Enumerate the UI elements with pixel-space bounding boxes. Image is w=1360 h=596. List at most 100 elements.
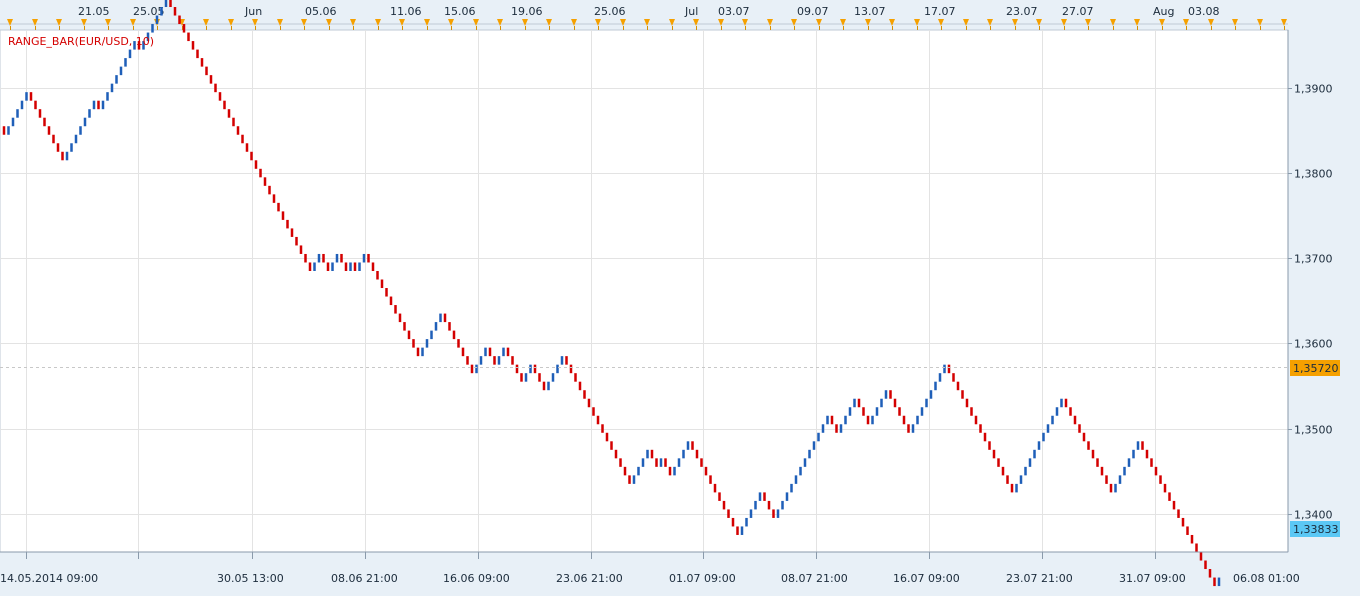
event-marker-icon[interactable] (1110, 19, 1116, 26)
event-marker-icon[interactable] (644, 19, 650, 26)
price-axis[interactable]: 1,3900 1,3800 1,3700 1,3600 1,3500 1,3400 (1287, 30, 1333, 552)
event-marker-icon[interactable] (130, 19, 136, 26)
event-marker-icon[interactable] (1036, 19, 1042, 26)
event-marker-icon[interactable] (1159, 19, 1165, 26)
event-marker-icon[interactable] (1061, 19, 1067, 26)
event-marker-icon[interactable] (350, 19, 356, 26)
event-marker-icon[interactable] (889, 19, 895, 26)
down-range-bar (965, 398, 969, 408)
event-marker-icon[interactable] (865, 19, 871, 26)
up-range-bar (875, 407, 879, 416)
down-range-bar (191, 41, 195, 50)
event-marker-icon[interactable] (571, 19, 577, 26)
event-marker-icon[interactable] (595, 19, 601, 26)
event-marker-icon[interactable] (816, 19, 822, 26)
event-marker-icon[interactable] (81, 19, 87, 26)
event-marker-icon[interactable] (473, 19, 479, 26)
up-range-bar (524, 373, 528, 382)
event-marker-icon[interactable] (1085, 19, 1091, 26)
event-marker-icon[interactable] (203, 19, 209, 26)
up-range-bar (911, 424, 915, 433)
event-marker-icon[interactable] (1281, 19, 1287, 26)
event-marker-icon[interactable] (1183, 19, 1189, 26)
event-marker-icon[interactable] (546, 19, 552, 26)
up-range-bar (943, 364, 946, 374)
event-marker-icon[interactable] (1257, 19, 1263, 26)
event-marker-icon[interactable] (228, 19, 234, 26)
down-range-bar (767, 500, 771, 510)
up-range-bar (358, 262, 361, 271)
event-marker-icon[interactable] (963, 19, 969, 26)
up-range-bar (560, 356, 564, 365)
up-range-bar (70, 143, 73, 152)
down-range-bar (281, 211, 285, 220)
event-marker-icon[interactable] (399, 19, 405, 26)
up-range-bar (1114, 483, 1117, 493)
down-range-bar (704, 466, 708, 476)
down-range-bar (416, 347, 420, 357)
event-marker-icon[interactable] (1208, 19, 1214, 26)
event-marker-icon[interactable] (742, 19, 748, 26)
event-marker-icon[interactable] (1134, 19, 1140, 26)
event-marker-icon[interactable] (277, 19, 283, 26)
down-range-bar (835, 424, 838, 433)
time-tick-label: 16.07 09:00 (893, 572, 960, 585)
event-marker-icon[interactable] (32, 19, 38, 26)
bottom-date-axis[interactable]: 14.05.2014 09:00 30.05 13:00 08.06 21:00 16… (0, 551, 1300, 585)
event-marker-icon[interactable] (914, 19, 920, 26)
down-range-bar (857, 398, 861, 408)
down-range-bar (412, 339, 415, 348)
up-range-bar (1042, 432, 1045, 442)
plot-area[interactable] (0, 29, 1289, 553)
top-date-label: 27.07 (1062, 5, 1094, 18)
event-marker-icon[interactable] (448, 19, 454, 26)
event-marker-icon[interactable] (987, 19, 993, 26)
time-tick-label: 23.06 21:00 (556, 572, 623, 585)
event-marker-icon[interactable] (105, 19, 111, 26)
event-marker-icon[interactable] (718, 19, 724, 26)
up-range-bar (785, 492, 789, 501)
event-marker-icon[interactable] (791, 19, 797, 26)
event-marker-icon[interactable] (620, 19, 626, 26)
down-range-bar (322, 253, 325, 263)
event-marker-icon[interactable] (326, 19, 332, 26)
event-marker-icon[interactable] (767, 19, 773, 26)
down-range-bar (34, 100, 37, 110)
event-marker-icon[interactable] (1012, 19, 1018, 26)
event-markers[interactable] (7, 19, 1287, 30)
event-marker-icon[interactable] (669, 19, 675, 26)
up-range-bar (479, 356, 483, 365)
up-range-bar (1127, 458, 1131, 467)
down-range-bar (398, 313, 402, 323)
event-marker-icon[interactable] (252, 19, 258, 26)
down-range-bar (385, 288, 388, 297)
down-range-bar (407, 330, 411, 340)
event-marker-icon[interactable] (7, 19, 13, 26)
event-marker-icon[interactable] (424, 19, 430, 26)
event-marker-icon[interactable] (56, 19, 62, 26)
time-tick-label: 14.05.2014 09:00 (0, 572, 98, 585)
down-range-bar (596, 415, 600, 425)
down-range-bar (1069, 407, 1072, 416)
down-range-bar (209, 75, 213, 84)
event-marker-icon[interactable] (1232, 19, 1238, 26)
down-range-bar (250, 151, 253, 161)
up-range-bar (133, 41, 136, 50)
down-range-bar (893, 398, 897, 408)
event-marker-icon[interactable] (693, 19, 699, 26)
down-range-bar (1109, 483, 1113, 493)
down-range-bar (979, 424, 982, 433)
up-range-bar (1033, 449, 1036, 459)
up-range-bar (920, 407, 924, 416)
event-marker-icon[interactable] (301, 19, 307, 26)
down-range-bar (988, 441, 991, 450)
event-marker-icon[interactable] (938, 19, 944, 26)
event-marker-icon[interactable] (497, 19, 503, 26)
time-tick-label: 31.07 09:00 (1119, 572, 1186, 585)
event-marker-icon[interactable] (375, 19, 381, 26)
down-range-bar (286, 219, 289, 229)
event-marker-icon[interactable] (522, 19, 528, 26)
event-marker-icon[interactable] (840, 19, 846, 26)
